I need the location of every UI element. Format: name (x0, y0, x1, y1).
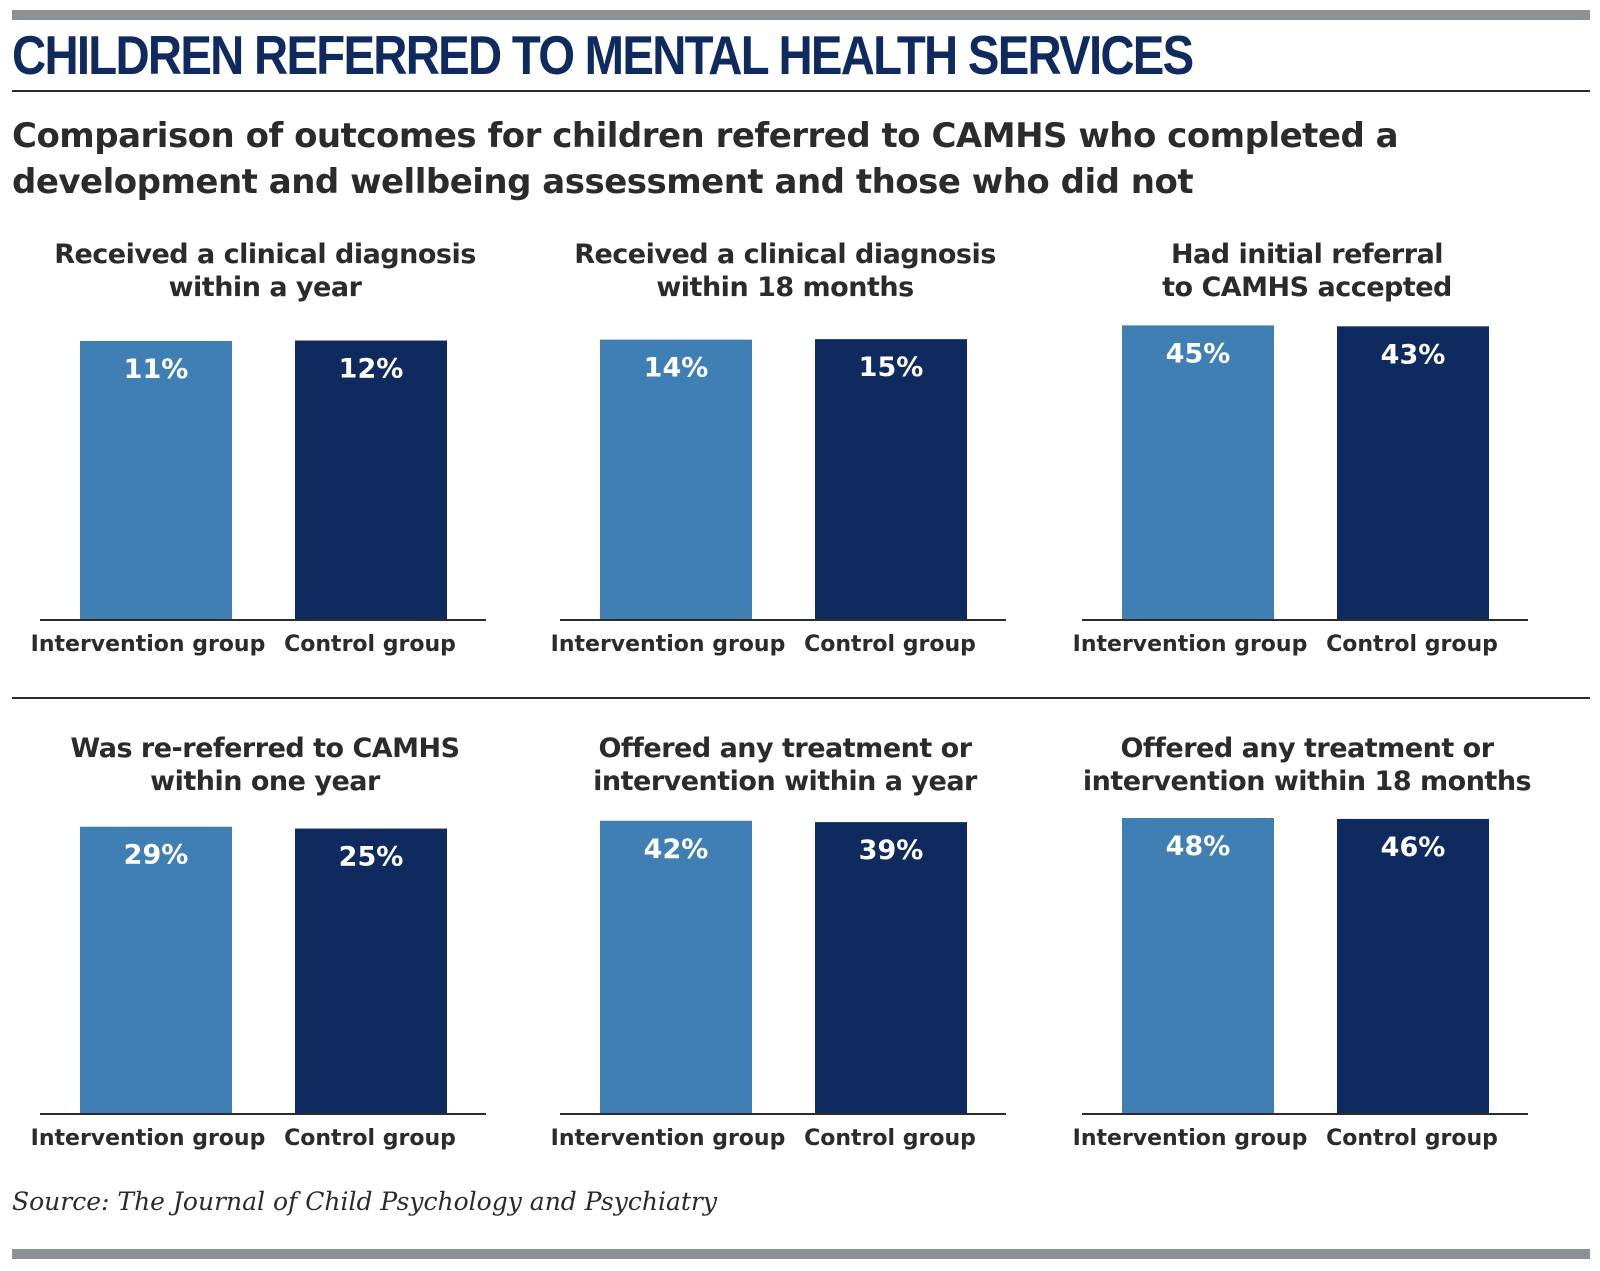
chart-title: Received a clinical diagnosis within 18 … (550, 238, 1020, 304)
source-note: Source: The Journal of Child Psychology … (12, 1187, 717, 1216)
bar (80, 826, 232, 1113)
bar (1337, 818, 1489, 1113)
chart-panel: Received a clinical diagnosis within a y… (30, 238, 500, 668)
page-subtitle: Comparison of outcomes for children refe… (12, 116, 1399, 202)
data-label: 48% (1166, 831, 1231, 862)
chart-panel: Offered any treatment or intervention wi… (550, 732, 1020, 1162)
bar-chart: 48% Intervention group 46% Control group (1073, 818, 1528, 1151)
category-label: Control group (804, 632, 976, 657)
top-rule (12, 10, 1590, 20)
bar-chart: 45% Intervention group 43% Control group (1073, 325, 1528, 657)
chart-panel: Received a clinical diagnosis within 18 … (550, 238, 1020, 668)
bar-chart: 14% Intervention group 15% Control group (551, 339, 1006, 657)
category-label: Intervention group (551, 632, 786, 657)
chart-title-line: intervention within 18 months (1082, 766, 1532, 797)
data-label: 29% (124, 840, 189, 871)
chart-title-line: within 18 months (656, 272, 914, 303)
chart-title: Offered any treatment or intervention wi… (550, 732, 1020, 798)
category-label: Intervention group (31, 632, 266, 657)
data-label: 12% (339, 354, 404, 385)
data-label: 45% (1166, 338, 1231, 369)
category-label: Control group (804, 1126, 976, 1151)
chart-title: Was re-referred to CAMHS within one year (30, 732, 500, 798)
chart-title-line: within a year (168, 272, 362, 303)
category-label: Control group (284, 1126, 456, 1151)
title-divider (12, 90, 1590, 92)
category-label: Control group (1326, 1126, 1498, 1151)
data-label: 15% (859, 352, 924, 383)
page-title: CHILDREN REFERRED TO MENTAL HEALTH SERVI… (12, 24, 1194, 86)
data-label: 14% (644, 353, 709, 384)
bar (295, 340, 447, 619)
bar (1122, 818, 1274, 1113)
chart-title-line: to CAMHS accepted (1162, 272, 1452, 303)
chart-panel: Offered any treatment or intervention wi… (1072, 732, 1542, 1162)
chart-title-line: within one year (150, 766, 380, 797)
row-divider (12, 697, 1590, 699)
chart-title-line: Was re-referred to CAMHS (70, 733, 460, 764)
data-label: 46% (1381, 832, 1446, 863)
category-label: Control group (284, 632, 456, 657)
chart-title-line: Offered any treatment or (1120, 733, 1494, 764)
data-label: 43% (1381, 339, 1446, 370)
data-label: 42% (644, 834, 709, 865)
data-label: 11% (124, 354, 189, 385)
data-label: 39% (859, 835, 924, 866)
category-label: Intervention group (551, 1126, 786, 1151)
bar (600, 820, 752, 1113)
bar-chart: 29% Intervention group 25% Control group (31, 826, 486, 1151)
bar (1122, 325, 1274, 619)
bar (80, 341, 232, 619)
bar (295, 828, 447, 1113)
bar (815, 339, 967, 619)
category-label: Intervention group (1073, 1126, 1308, 1151)
data-label: 25% (339, 842, 404, 873)
chart-title: Received a clinical diagnosis within a y… (30, 238, 500, 304)
bar (815, 822, 967, 1113)
category-label: Intervention group (31, 1126, 266, 1151)
bar (1337, 326, 1489, 619)
chart-panel: Had initial referral to CAMHS accepted 4… (1072, 238, 1542, 668)
bar-chart: 11% Intervention group 12% Control group (31, 340, 486, 657)
chart-title-line: Received a clinical diagnosis (574, 239, 996, 270)
bar (600, 339, 752, 619)
chart-title: Offered any treatment or intervention wi… (1072, 732, 1542, 798)
chart-title: Had initial referral to CAMHS accepted (1072, 238, 1542, 304)
chart-title-line: Offered any treatment or (598, 733, 972, 764)
bottom-rule (12, 1249, 1590, 1259)
chart-title-line: Had initial referral (1170, 239, 1444, 270)
category-label: Control group (1326, 632, 1498, 657)
chart-panel: Was re-referred to CAMHS within one year… (30, 732, 500, 1162)
bar-chart: 42% Intervention group 39% Control group (551, 820, 1006, 1151)
chart-title-line: intervention within a year (593, 766, 977, 797)
category-label: Intervention group (1073, 632, 1308, 657)
chart-title-line: Received a clinical diagnosis (54, 239, 476, 270)
